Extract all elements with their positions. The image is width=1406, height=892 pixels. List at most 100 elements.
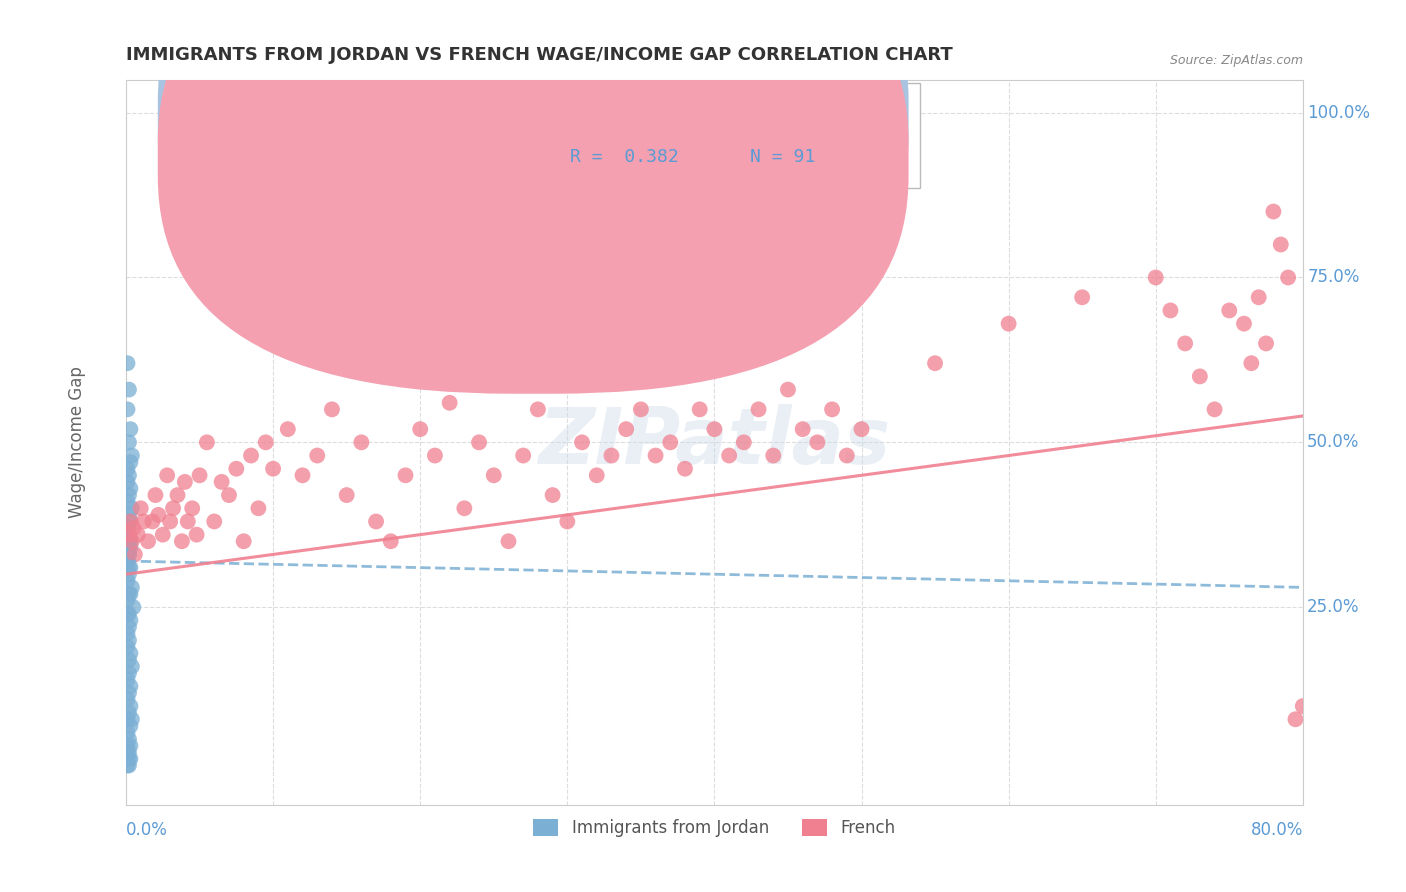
FancyBboxPatch shape (157, 0, 908, 393)
Point (166, 488, 188, 502)
Point (117, 626, 139, 640)
Point (118, 607, 141, 621)
Point (121, 501, 143, 516)
Text: 80.0%: 80.0% (1250, 822, 1303, 839)
Text: ZIPatlas: ZIPatlas (538, 404, 890, 480)
Point (117, 475, 139, 489)
Point (118, 732, 141, 747)
Point (118, 560, 141, 574)
Point (1159, 303, 1181, 318)
Point (1247, 290, 1270, 304)
Point (541, 488, 564, 502)
Point (120, 515, 142, 529)
Point (162, 501, 184, 516)
Point (195, 435, 218, 450)
Point (673, 461, 696, 475)
Text: R = -0.047: R = -0.047 (569, 108, 679, 126)
Point (118, 534, 141, 549)
Text: 100.0%: 100.0% (1308, 103, 1371, 121)
Point (118, 383, 141, 397)
Point (127, 527, 149, 541)
Point (121, 449, 143, 463)
Point (120, 541, 142, 555)
Text: Wage/Income Gap: Wage/Income Gap (67, 367, 86, 518)
Point (181, 501, 204, 516)
Point (718, 449, 741, 463)
Point (748, 402, 770, 417)
Point (1233, 317, 1256, 331)
Point (482, 468, 505, 483)
Text: N = 67: N = 67 (749, 108, 815, 126)
Point (835, 449, 858, 463)
Point (806, 435, 828, 450)
Point (118, 666, 141, 681)
Point (1263, 204, 1285, 219)
Point (148, 508, 170, 522)
Text: IMMIGRANTS FROM JORDAN VS FRENCH WAGE/INCOME GAP CORRELATION CHART: IMMIGRANTS FROM JORDAN VS FRENCH WAGE/IN… (127, 46, 953, 64)
Point (159, 515, 181, 529)
Point (186, 527, 208, 541)
Point (232, 534, 254, 549)
Point (1218, 303, 1240, 318)
Point (122, 600, 145, 615)
Point (124, 548, 146, 562)
Point (924, 356, 946, 370)
Point (117, 554, 139, 568)
Point (120, 560, 142, 574)
Point (129, 501, 152, 516)
Point (364, 515, 387, 529)
Point (1292, 699, 1315, 714)
Point (117, 739, 139, 753)
Point (120, 699, 142, 714)
Point (156, 468, 179, 483)
Point (120, 739, 142, 753)
Point (585, 468, 607, 483)
Point (118, 620, 141, 634)
Point (132, 515, 155, 529)
Point (225, 461, 247, 475)
Point (630, 402, 652, 417)
Point (792, 422, 814, 436)
Point (120, 422, 142, 436)
Point (1277, 270, 1299, 285)
Point (118, 435, 141, 450)
Point (117, 494, 139, 508)
Point (423, 449, 446, 463)
Point (254, 435, 277, 450)
Point (173, 475, 195, 489)
Point (117, 461, 139, 475)
Point (141, 515, 163, 529)
Point (262, 461, 284, 475)
Point (453, 501, 475, 516)
Text: 50.0%: 50.0% (1308, 434, 1360, 451)
Point (997, 317, 1019, 331)
Point (571, 435, 593, 450)
Point (118, 527, 141, 541)
Point (1240, 356, 1263, 370)
FancyBboxPatch shape (157, 0, 908, 353)
Point (117, 541, 139, 555)
Point (188, 468, 211, 483)
Point (247, 501, 270, 516)
Point (498, 534, 520, 549)
Point (1144, 270, 1167, 285)
Text: Source: ZipAtlas.com: Source: ZipAtlas.com (1170, 54, 1303, 67)
Text: 0.0%: 0.0% (127, 822, 167, 839)
Point (117, 402, 139, 417)
Point (439, 396, 461, 410)
Point (118, 488, 141, 502)
Point (117, 673, 139, 687)
Point (117, 541, 139, 555)
Point (117, 356, 139, 370)
Point (600, 449, 623, 463)
Point (118, 745, 141, 759)
Point (118, 686, 141, 700)
Point (218, 488, 240, 502)
Point (118, 587, 141, 601)
Point (118, 508, 141, 522)
Point (1254, 336, 1277, 351)
Legend: Immigrants from Jordan, French: Immigrants from Jordan, French (527, 813, 903, 844)
Point (118, 758, 141, 772)
Point (776, 383, 799, 397)
Point (762, 449, 785, 463)
